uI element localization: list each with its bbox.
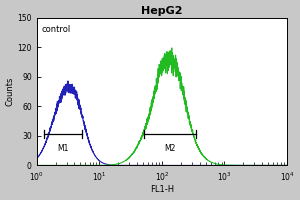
Y-axis label: Counts: Counts [6,77,15,106]
Text: M1: M1 [57,144,69,153]
Title: HepG2: HepG2 [141,6,183,16]
Text: control: control [42,25,71,34]
Text: M2: M2 [165,144,176,153]
X-axis label: FL1-H: FL1-H [150,185,174,194]
